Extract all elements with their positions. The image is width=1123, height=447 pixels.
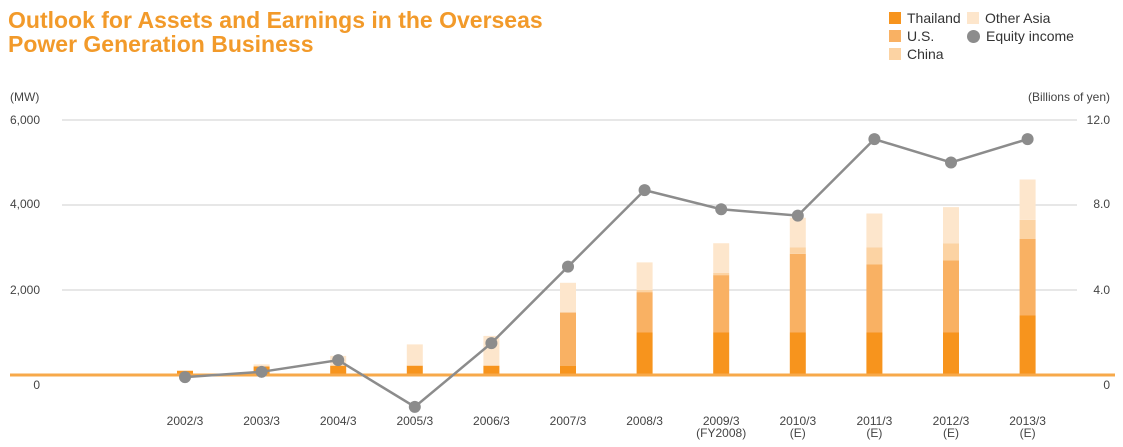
bar-other-asia bbox=[943, 207, 959, 244]
x-tick-label: (E) bbox=[790, 426, 806, 440]
equity-income-line bbox=[179, 133, 1034, 413]
y-left-tick-label: 6,000 bbox=[10, 113, 40, 127]
bar-other-asia bbox=[253, 364, 270, 367]
legend-swatch-china bbox=[889, 48, 901, 60]
y-right-tick-label: 0 bbox=[1103, 378, 1110, 392]
bar-thailand bbox=[866, 332, 883, 375]
bar-u-s- bbox=[636, 292, 653, 333]
bar-china bbox=[1019, 219, 1036, 239]
legend-label-other-asia: Other Asia bbox=[985, 10, 1051, 26]
bar-other-asia bbox=[713, 243, 730, 273]
bar-thailand bbox=[789, 332, 806, 375]
legend-item-us: U.S. bbox=[889, 27, 934, 45]
bar-other-asia bbox=[406, 344, 423, 366]
equity-income-line-path bbox=[184, 137, 1028, 409]
x-tick-label: 2005/3 bbox=[396, 414, 433, 428]
equity-income-point bbox=[791, 209, 804, 222]
bar-thailand bbox=[636, 332, 653, 375]
bar-u-s- bbox=[560, 312, 576, 366]
x-tick-label: 2011/3 bbox=[856, 414, 892, 428]
bar-china bbox=[866, 247, 883, 265]
bar-other-asia bbox=[789, 217, 806, 248]
y-right-tick-label: 12.0 bbox=[1087, 113, 1111, 127]
bar-other-asia bbox=[1019, 179, 1036, 220]
y-left-tick-label: 0 bbox=[33, 378, 40, 392]
bar-other-asia bbox=[866, 213, 883, 248]
chart-title: Outlook for Assets and Earnings in the O… bbox=[8, 8, 543, 56]
legend-item-other-asia: Other Asia bbox=[967, 9, 1050, 27]
bar-u-s- bbox=[789, 253, 806, 333]
bar-u-s- bbox=[866, 264, 883, 333]
x-tick-label: 2012/3 bbox=[933, 414, 970, 428]
bar-thailand bbox=[483, 365, 500, 375]
y-left-tick-label: 2,000 bbox=[10, 283, 40, 297]
x-tick-label: 2003/3 bbox=[243, 414, 280, 428]
x-tick-label: (E) bbox=[866, 426, 882, 440]
y-left-tick-label: 4,000 bbox=[10, 197, 40, 211]
equity-income-point bbox=[485, 337, 498, 350]
bar-u-s- bbox=[943, 260, 959, 333]
bar-u-s- bbox=[713, 275, 730, 333]
bar-other-asia bbox=[636, 262, 653, 290]
equity-income-point bbox=[332, 354, 345, 367]
equity-income-point bbox=[562, 260, 574, 273]
bar-thailand bbox=[560, 365, 576, 375]
x-tick-label: (E) bbox=[1020, 426, 1036, 440]
equity-income-point bbox=[715, 203, 728, 216]
legend-label-us: U.S. bbox=[907, 28, 935, 44]
chart-title-line-2: Power Generation Business bbox=[8, 31, 314, 57]
x-tick-label: 2002/3 bbox=[167, 414, 204, 428]
legend-swatch-thailand bbox=[889, 12, 901, 24]
bar-other-asia bbox=[560, 282, 576, 313]
bar-china bbox=[943, 243, 959, 261]
legend-swatch-us bbox=[889, 30, 901, 42]
x-tick-label: 2006/3 bbox=[473, 414, 510, 428]
equity-income-point bbox=[1021, 133, 1034, 146]
x-tick-label: 2007/3 bbox=[550, 414, 587, 428]
bar-thailand bbox=[406, 365, 423, 375]
legend-label-equity-income: Equity income bbox=[986, 28, 1074, 44]
x-tick-label: 2013/3 bbox=[1009, 414, 1046, 428]
equity-income-point bbox=[638, 184, 651, 197]
legend-item-china: China bbox=[889, 45, 944, 63]
bar-thailand bbox=[943, 332, 959, 375]
x-tick-label: (E) bbox=[943, 426, 959, 440]
legend-label-china: China bbox=[907, 46, 944, 62]
equity-income-point bbox=[408, 400, 421, 413]
y-right-tick-label: 4.0 bbox=[1093, 283, 1110, 297]
axes: 6,000 4,000 2,000 0 12.0 8.0 4.0 0 (MW) (Billions… bbox=[10, 90, 1110, 440]
y-right-tick-label: 8.0 bbox=[1093, 197, 1110, 211]
equity-income-point bbox=[868, 133, 881, 146]
bar-thailand bbox=[1019, 315, 1036, 375]
chart-title-line-1: Outlook for Assets and Earnings in the O… bbox=[8, 7, 543, 33]
x-tick-label: (FY2008) bbox=[696, 426, 746, 440]
equity-income-point bbox=[945, 156, 957, 169]
y-right-axis-label: (Billions of yen) bbox=[1028, 90, 1110, 104]
bar-china bbox=[636, 290, 653, 293]
bars bbox=[177, 179, 1036, 375]
legend-dot-equity-income bbox=[967, 29, 980, 43]
legend-item-thailand: Thailand bbox=[889, 9, 961, 27]
x-tick-label: 2004/3 bbox=[320, 414, 357, 428]
equity-income-point bbox=[179, 371, 191, 384]
equity-income-point bbox=[255, 365, 268, 378]
legend-item-equity-income: Equity income bbox=[967, 27, 1074, 45]
bar-thailand bbox=[330, 365, 347, 375]
bar-u-s- bbox=[1019, 239, 1036, 316]
legend-label-thailand: Thailand bbox=[907, 10, 961, 26]
x-tick-label: 2010/3 bbox=[779, 414, 816, 428]
x-tick-label: 2008/3 bbox=[626, 414, 663, 428]
y-left-axis-label: (MW) bbox=[10, 90, 39, 104]
x-tick-label: 2009/3 bbox=[703, 414, 740, 428]
legend-swatch-other-asia bbox=[967, 12, 979, 24]
bar-thailand bbox=[713, 332, 730, 375]
bar-china bbox=[789, 247, 806, 254]
bar-china bbox=[713, 273, 730, 276]
